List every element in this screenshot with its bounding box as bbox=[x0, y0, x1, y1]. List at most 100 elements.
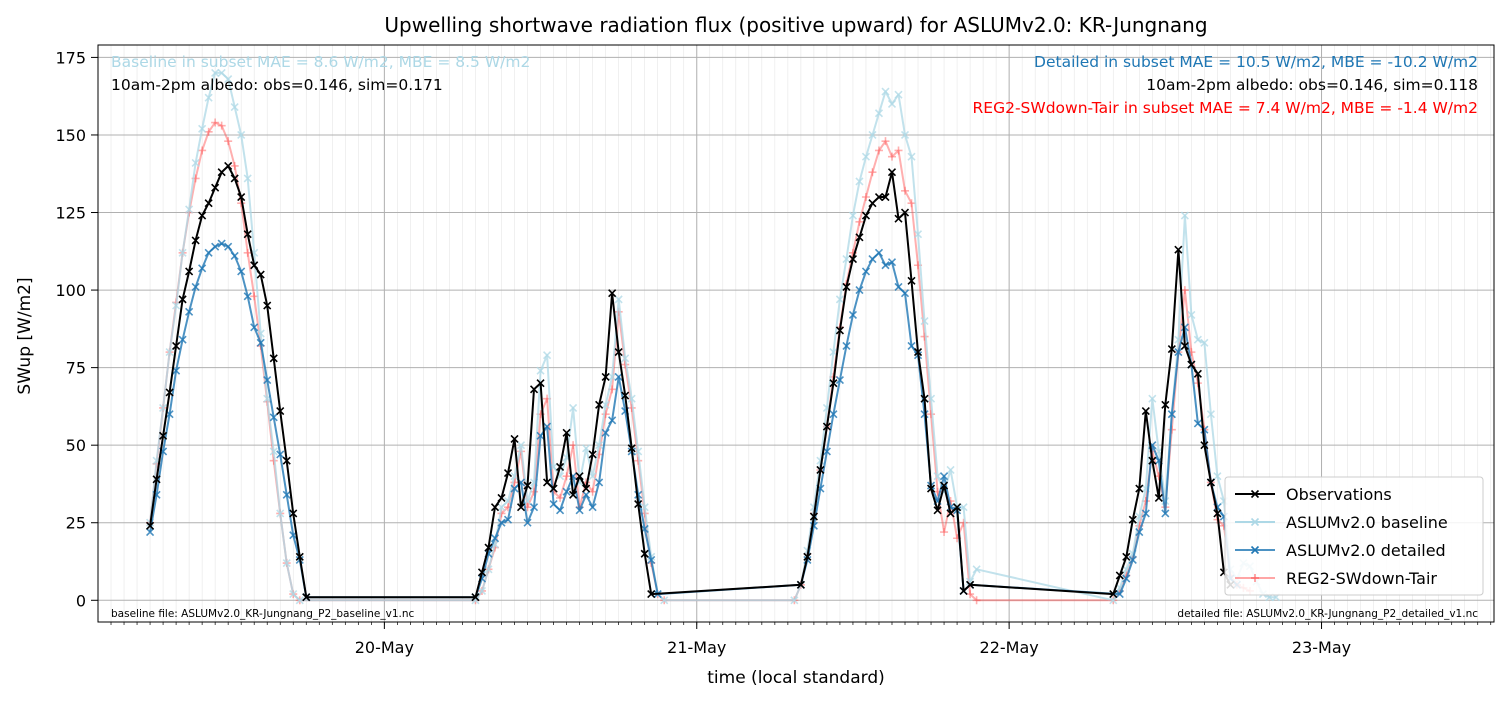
data-point bbox=[900, 208, 910, 217]
data-point bbox=[152, 475, 161, 484]
baseline-albedo-text: 10am-2pm albedo: obs=0.146, sim=0.171 bbox=[111, 76, 443, 94]
data-point bbox=[237, 267, 246, 276]
data-point bbox=[868, 199, 877, 208]
data-point bbox=[582, 490, 591, 499]
data-point bbox=[959, 518, 968, 527]
legend-box bbox=[1224, 476, 1484, 596]
data-point bbox=[953, 503, 962, 512]
data-point bbox=[920, 332, 929, 341]
data-point bbox=[484, 543, 493, 552]
data-point bbox=[1161, 509, 1170, 518]
data-point bbox=[569, 490, 578, 499]
data-point bbox=[230, 251, 239, 261]
data-point bbox=[842, 341, 851, 350]
data-point bbox=[874, 109, 884, 118]
data-point bbox=[894, 282, 903, 292]
data-point bbox=[575, 506, 584, 515]
data-point bbox=[907, 199, 916, 208]
detailed-albedo-text: 10am-2pm albedo: obs=0.146, sim=0.118 bbox=[1146, 76, 1478, 94]
data-point bbox=[1135, 484, 1144, 493]
data-point bbox=[861, 152, 871, 161]
data-point bbox=[1193, 369, 1202, 378]
data-point bbox=[1174, 348, 1183, 357]
data-point bbox=[946, 509, 955, 518]
y-tick-label: 175 bbox=[55, 48, 86, 67]
x-axis: 20-May 21-May 22-May 23-May bbox=[110, 622, 1492, 657]
data-point bbox=[490, 534, 500, 543]
data-point bbox=[621, 391, 630, 400]
data-point bbox=[634, 500, 643, 509]
series-observations bbox=[145, 161, 1235, 602]
data-point bbox=[1167, 410, 1176, 419]
x-tick-label: 23-May bbox=[1292, 638, 1351, 657]
data-point bbox=[874, 146, 883, 155]
data-point bbox=[887, 258, 897, 267]
baseline-metrics-text: Baseline in subset MAE = 8.6 W/m2, MBE =… bbox=[111, 53, 530, 71]
data-point bbox=[256, 270, 265, 279]
data-point bbox=[1148, 394, 1157, 403]
data-point bbox=[1200, 338, 1209, 347]
data-point bbox=[1128, 555, 1137, 565]
data-point bbox=[263, 375, 272, 385]
data-point bbox=[1141, 406, 1150, 416]
y-tick-label: 100 bbox=[55, 281, 86, 300]
data-point bbox=[920, 410, 929, 419]
data-point bbox=[809, 512, 818, 521]
data-point bbox=[159, 403, 168, 413]
data-point bbox=[282, 456, 291, 465]
data-point bbox=[302, 593, 311, 602]
data-point bbox=[211, 68, 220, 77]
data-point bbox=[972, 596, 981, 605]
data-point bbox=[1213, 509, 1222, 518]
data-point bbox=[211, 242, 220, 251]
data-point bbox=[907, 152, 916, 161]
data-point bbox=[920, 394, 929, 403]
data-point bbox=[861, 193, 870, 202]
data-point bbox=[562, 472, 571, 481]
data-point bbox=[516, 441, 526, 450]
data-point bbox=[556, 493, 565, 502]
data-point bbox=[1115, 571, 1124, 580]
legend-label-detailed: ASLUMv2.0 detailed bbox=[1286, 541, 1446, 560]
data-point bbox=[204, 248, 213, 257]
data-point bbox=[1141, 509, 1150, 518]
data-point bbox=[243, 248, 252, 257]
data-point bbox=[894, 146, 903, 155]
y-tick-label: 50 bbox=[66, 436, 86, 455]
x-tick-label: 21-May bbox=[667, 638, 726, 657]
data-point bbox=[503, 469, 513, 478]
data-point bbox=[627, 394, 636, 403]
data-point bbox=[276, 450, 285, 459]
data-point bbox=[1180, 341, 1189, 350]
data-point bbox=[510, 434, 519, 444]
data-point bbox=[1122, 574, 1131, 583]
data-point bbox=[542, 351, 552, 360]
data-point bbox=[217, 168, 226, 177]
data-point bbox=[835, 326, 844, 335]
plot-frame bbox=[97, 44, 1495, 623]
data-point bbox=[191, 158, 200, 167]
data-point bbox=[972, 565, 981, 574]
data-point bbox=[243, 174, 252, 183]
data-point bbox=[901, 186, 910, 195]
data-point bbox=[887, 99, 897, 109]
data-point bbox=[900, 130, 910, 140]
data-point bbox=[145, 521, 155, 530]
y-tick-label: 0 bbox=[76, 591, 86, 610]
data-point bbox=[887, 168, 897, 177]
data-point bbox=[842, 282, 851, 292]
data-point bbox=[822, 422, 831, 431]
data-point bbox=[1187, 360, 1196, 369]
data-point bbox=[588, 503, 597, 512]
y-tick-label: 25 bbox=[66, 514, 86, 533]
data-point bbox=[796, 580, 805, 589]
data-point bbox=[1174, 245, 1183, 254]
data-point bbox=[276, 406, 285, 416]
data-point bbox=[1206, 410, 1215, 419]
data-point bbox=[595, 400, 604, 409]
data-point bbox=[816, 465, 825, 475]
data-point bbox=[237, 192, 246, 202]
data-point bbox=[966, 580, 975, 589]
data-point bbox=[829, 379, 838, 388]
data-point bbox=[185, 267, 194, 276]
